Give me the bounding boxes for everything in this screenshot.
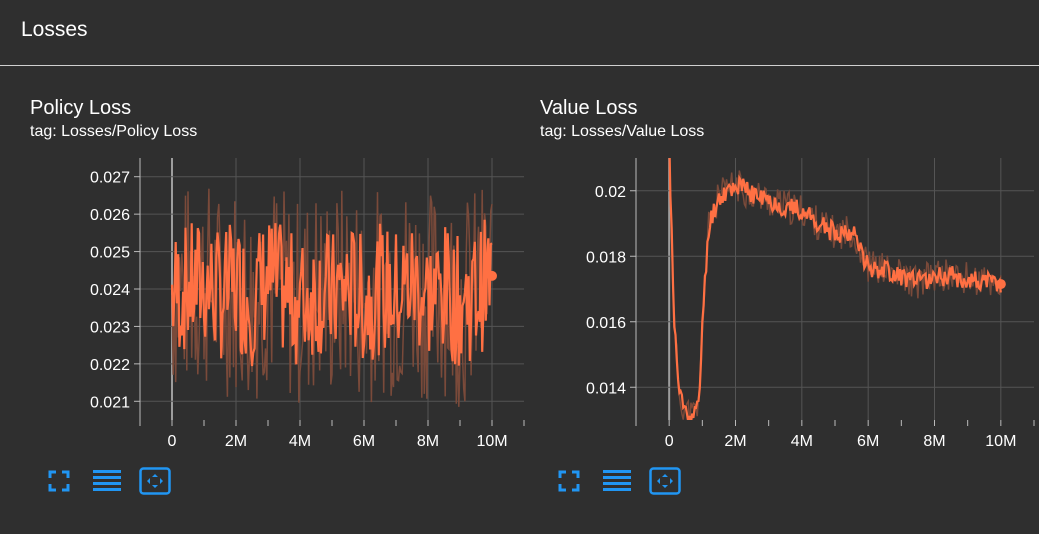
chart-toolbar xyxy=(552,466,682,496)
y-tick-label: 0.02 xyxy=(595,184,626,201)
y-tick-label: 0.021 xyxy=(90,394,130,411)
value-loss-chart[interactable]: 0 2M 4M 6M 8M 10M 0.014 0.016 0.018 0.02 xyxy=(540,154,1039,466)
data-table-icon xyxy=(93,470,121,491)
chart-toolbar xyxy=(42,466,172,496)
series-last-point xyxy=(995,279,1006,290)
x-tick-label: 4M xyxy=(791,433,813,450)
fullscreen-icon xyxy=(48,470,70,492)
policy-loss-card: Policy Loss tag: Losses/Policy Loss 0 2M 4… xyxy=(30,94,530,514)
data-table-icon xyxy=(603,470,631,491)
section-header: Losses xyxy=(0,0,1039,66)
policy-loss-chart[interactable]: 0 2M 4M 6M 8M 10M 0.021 0.022 0.023 0.024 0.025 0.0… xyxy=(30,154,530,466)
fit-domain-button[interactable] xyxy=(138,466,172,496)
x-tick-label: 10M xyxy=(985,433,1016,450)
y-tick-label: 0.018 xyxy=(586,249,626,266)
x-tick-label: 10M xyxy=(476,433,507,450)
x-tick-label: 8M xyxy=(417,433,439,450)
y-tick-label: 0.016 xyxy=(586,315,626,332)
series-line xyxy=(170,219,493,367)
x-tick-label: 4M xyxy=(289,433,311,450)
y-tick-label: 0.024 xyxy=(90,282,130,299)
fullscreen-icon xyxy=(558,470,580,492)
fullscreen-button[interactable] xyxy=(552,466,586,496)
card-title: Value Loss xyxy=(540,97,638,119)
fit-domain-button[interactable] xyxy=(648,466,682,496)
card-tag: tag: Losses/Value Loss xyxy=(540,123,705,140)
y-tick-label: 0.025 xyxy=(90,245,130,262)
section-title: Losses xyxy=(21,18,88,41)
x-tick-label: 0 xyxy=(665,433,674,450)
card-tag: tag: Losses/Policy Loss xyxy=(30,123,198,140)
x-tick-label: 0 xyxy=(168,433,177,450)
y-tick-label: 0.022 xyxy=(90,357,130,374)
data-table-button[interactable] xyxy=(90,466,124,496)
y-tick-label: 0.023 xyxy=(90,319,130,336)
value-loss-card: Value Loss tag: Losses/Value Loss 0 2M 4M 6… xyxy=(540,94,1039,514)
card-title: Policy Loss xyxy=(30,97,132,119)
fit-domain-icon xyxy=(139,467,171,495)
series-line xyxy=(668,158,1002,420)
y-tick-label: 0.027 xyxy=(90,170,130,187)
x-tick-label: 8M xyxy=(923,433,945,450)
data-table-button[interactable] xyxy=(600,466,634,496)
series-last-point xyxy=(487,270,497,281)
x-tick-label: 6M xyxy=(353,433,375,450)
fit-domain-icon xyxy=(649,467,681,495)
fullscreen-button[interactable] xyxy=(42,466,76,496)
x-tick-label: 2M xyxy=(724,433,746,450)
y-tick-label: 0.026 xyxy=(90,207,130,224)
y-tick-label: 0.014 xyxy=(586,380,626,397)
x-tick-label: 2M xyxy=(225,433,247,450)
x-tick-label: 6M xyxy=(857,433,879,450)
